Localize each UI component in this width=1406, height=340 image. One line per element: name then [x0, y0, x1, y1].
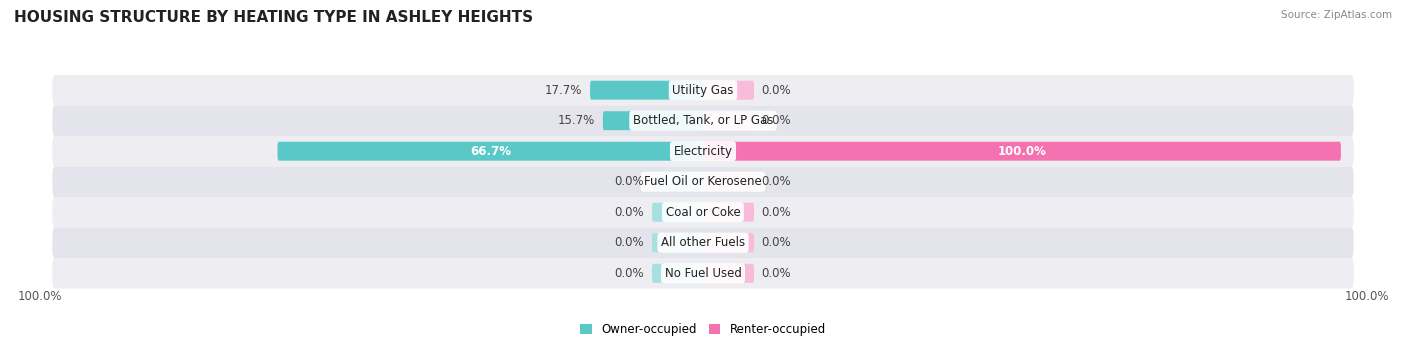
Text: No Fuel Used: No Fuel Used: [665, 267, 741, 280]
FancyBboxPatch shape: [52, 75, 1354, 105]
FancyBboxPatch shape: [703, 203, 754, 222]
Text: 0.0%: 0.0%: [762, 175, 792, 188]
Text: 0.0%: 0.0%: [614, 267, 644, 280]
Text: 100.0%: 100.0%: [997, 145, 1046, 158]
Text: 66.7%: 66.7%: [470, 145, 510, 158]
FancyBboxPatch shape: [703, 111, 754, 130]
FancyBboxPatch shape: [52, 167, 1354, 197]
Text: 17.7%: 17.7%: [546, 84, 582, 97]
FancyBboxPatch shape: [603, 111, 703, 130]
Text: 0.0%: 0.0%: [762, 84, 792, 97]
FancyBboxPatch shape: [652, 172, 703, 191]
Text: Coal or Coke: Coal or Coke: [665, 206, 741, 219]
FancyBboxPatch shape: [652, 233, 703, 252]
Text: Utility Gas: Utility Gas: [672, 84, 734, 97]
Text: 0.0%: 0.0%: [614, 175, 644, 188]
Text: 0.0%: 0.0%: [762, 114, 792, 127]
FancyBboxPatch shape: [52, 197, 1354, 227]
FancyBboxPatch shape: [277, 142, 703, 161]
FancyBboxPatch shape: [703, 142, 1341, 161]
Text: 0.0%: 0.0%: [762, 267, 792, 280]
FancyBboxPatch shape: [591, 81, 703, 100]
Text: All other Fuels: All other Fuels: [661, 236, 745, 249]
FancyBboxPatch shape: [652, 264, 703, 283]
Text: Bottled, Tank, or LP Gas: Bottled, Tank, or LP Gas: [633, 114, 773, 127]
Text: Fuel Oil or Kerosene: Fuel Oil or Kerosene: [644, 175, 762, 188]
FancyBboxPatch shape: [703, 264, 754, 283]
Text: 0.0%: 0.0%: [614, 206, 644, 219]
FancyBboxPatch shape: [703, 233, 754, 252]
Text: 0.0%: 0.0%: [614, 236, 644, 249]
Legend: Owner-occupied, Renter-occupied: Owner-occupied, Renter-occupied: [579, 323, 827, 336]
Text: HOUSING STRUCTURE BY HEATING TYPE IN ASHLEY HEIGHTS: HOUSING STRUCTURE BY HEATING TYPE IN ASH…: [14, 10, 533, 25]
FancyBboxPatch shape: [703, 81, 754, 100]
FancyBboxPatch shape: [52, 105, 1354, 136]
Text: 0.0%: 0.0%: [762, 206, 792, 219]
Text: 15.7%: 15.7%: [558, 114, 595, 127]
FancyBboxPatch shape: [652, 203, 703, 222]
Text: Electricity: Electricity: [673, 145, 733, 158]
FancyBboxPatch shape: [52, 136, 1354, 167]
FancyBboxPatch shape: [52, 258, 1354, 289]
FancyBboxPatch shape: [52, 227, 1354, 258]
Text: 0.0%: 0.0%: [762, 236, 792, 249]
Text: Source: ZipAtlas.com: Source: ZipAtlas.com: [1281, 10, 1392, 20]
Text: 100.0%: 100.0%: [17, 290, 62, 303]
Text: 100.0%: 100.0%: [1344, 290, 1389, 303]
FancyBboxPatch shape: [703, 172, 754, 191]
